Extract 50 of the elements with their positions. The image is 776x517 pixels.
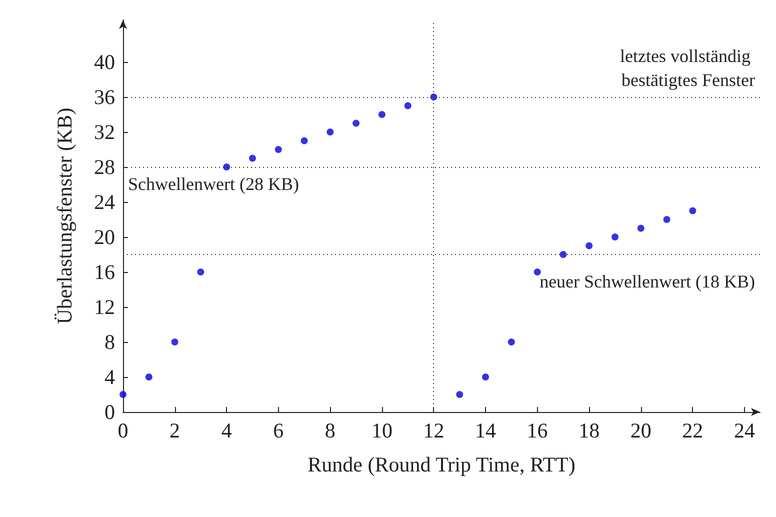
- x-tick-label: 22: [682, 418, 704, 442]
- y-tick-label: 40: [94, 50, 115, 74]
- ref-line-label: neuer Schwellenwert (18 KB): [540, 272, 755, 292]
- point: [300, 137, 308, 144]
- point: [689, 207, 696, 214]
- x-axis-title: Runde (Round Trip Time, RTT): [308, 452, 576, 476]
- point: [612, 234, 618, 240]
- point: [508, 338, 515, 346]
- point: [404, 102, 412, 110]
- y-tick-label: 16: [94, 260, 115, 284]
- y-tick-label: 20: [94, 225, 115, 249]
- point: [274, 146, 282, 153]
- x-tick-label: 18: [578, 418, 600, 442]
- x-tick-label: 10: [371, 418, 392, 442]
- x-tick-label: 16: [526, 418, 548, 442]
- x-tick-label: 24: [734, 418, 756, 442]
- y-tick-label: 28: [94, 155, 115, 179]
- y-axis-title: Überlastungsfenster (KB): [52, 108, 76, 324]
- ref-line-label: letztes vollständig bestätigtes Fenster: [620, 46, 755, 90]
- point: [145, 374, 152, 380]
- point: [663, 216, 670, 223]
- y-tick-label: 36: [94, 85, 115, 109]
- point: [352, 120, 360, 127]
- x-tick-label: 20: [630, 418, 652, 442]
- point: [197, 268, 204, 276]
- point: [326, 128, 334, 136]
- point: [378, 111, 386, 118]
- point: [171, 338, 178, 346]
- y-tick-label: 32: [94, 120, 115, 144]
- point: [248, 154, 256, 162]
- point: [560, 251, 567, 258]
- x-tick-label: 4: [221, 418, 232, 442]
- y-tick-label: 24: [94, 190, 116, 214]
- x-tick-label: 8: [324, 418, 336, 442]
- y-tick-label: 0: [104, 400, 115, 424]
- y-tick-label: 4: [104, 365, 116, 389]
- point: [482, 374, 490, 380]
- point: [637, 224, 644, 232]
- x-tick-label: 6: [273, 418, 284, 442]
- point: [456, 391, 464, 398]
- point: [586, 242, 593, 250]
- x-tick-label: 2: [170, 418, 180, 442]
- y-tick-label: 12: [94, 295, 115, 319]
- point: [223, 164, 230, 170]
- y-tick-label: 8: [104, 330, 115, 354]
- ref-line-label: Schwellenwert (28 KB): [128, 174, 299, 194]
- point: [534, 268, 541, 276]
- x-tick-label: 14: [475, 418, 497, 442]
- point: [120, 391, 126, 398]
- x-tick-label: 12: [423, 418, 444, 442]
